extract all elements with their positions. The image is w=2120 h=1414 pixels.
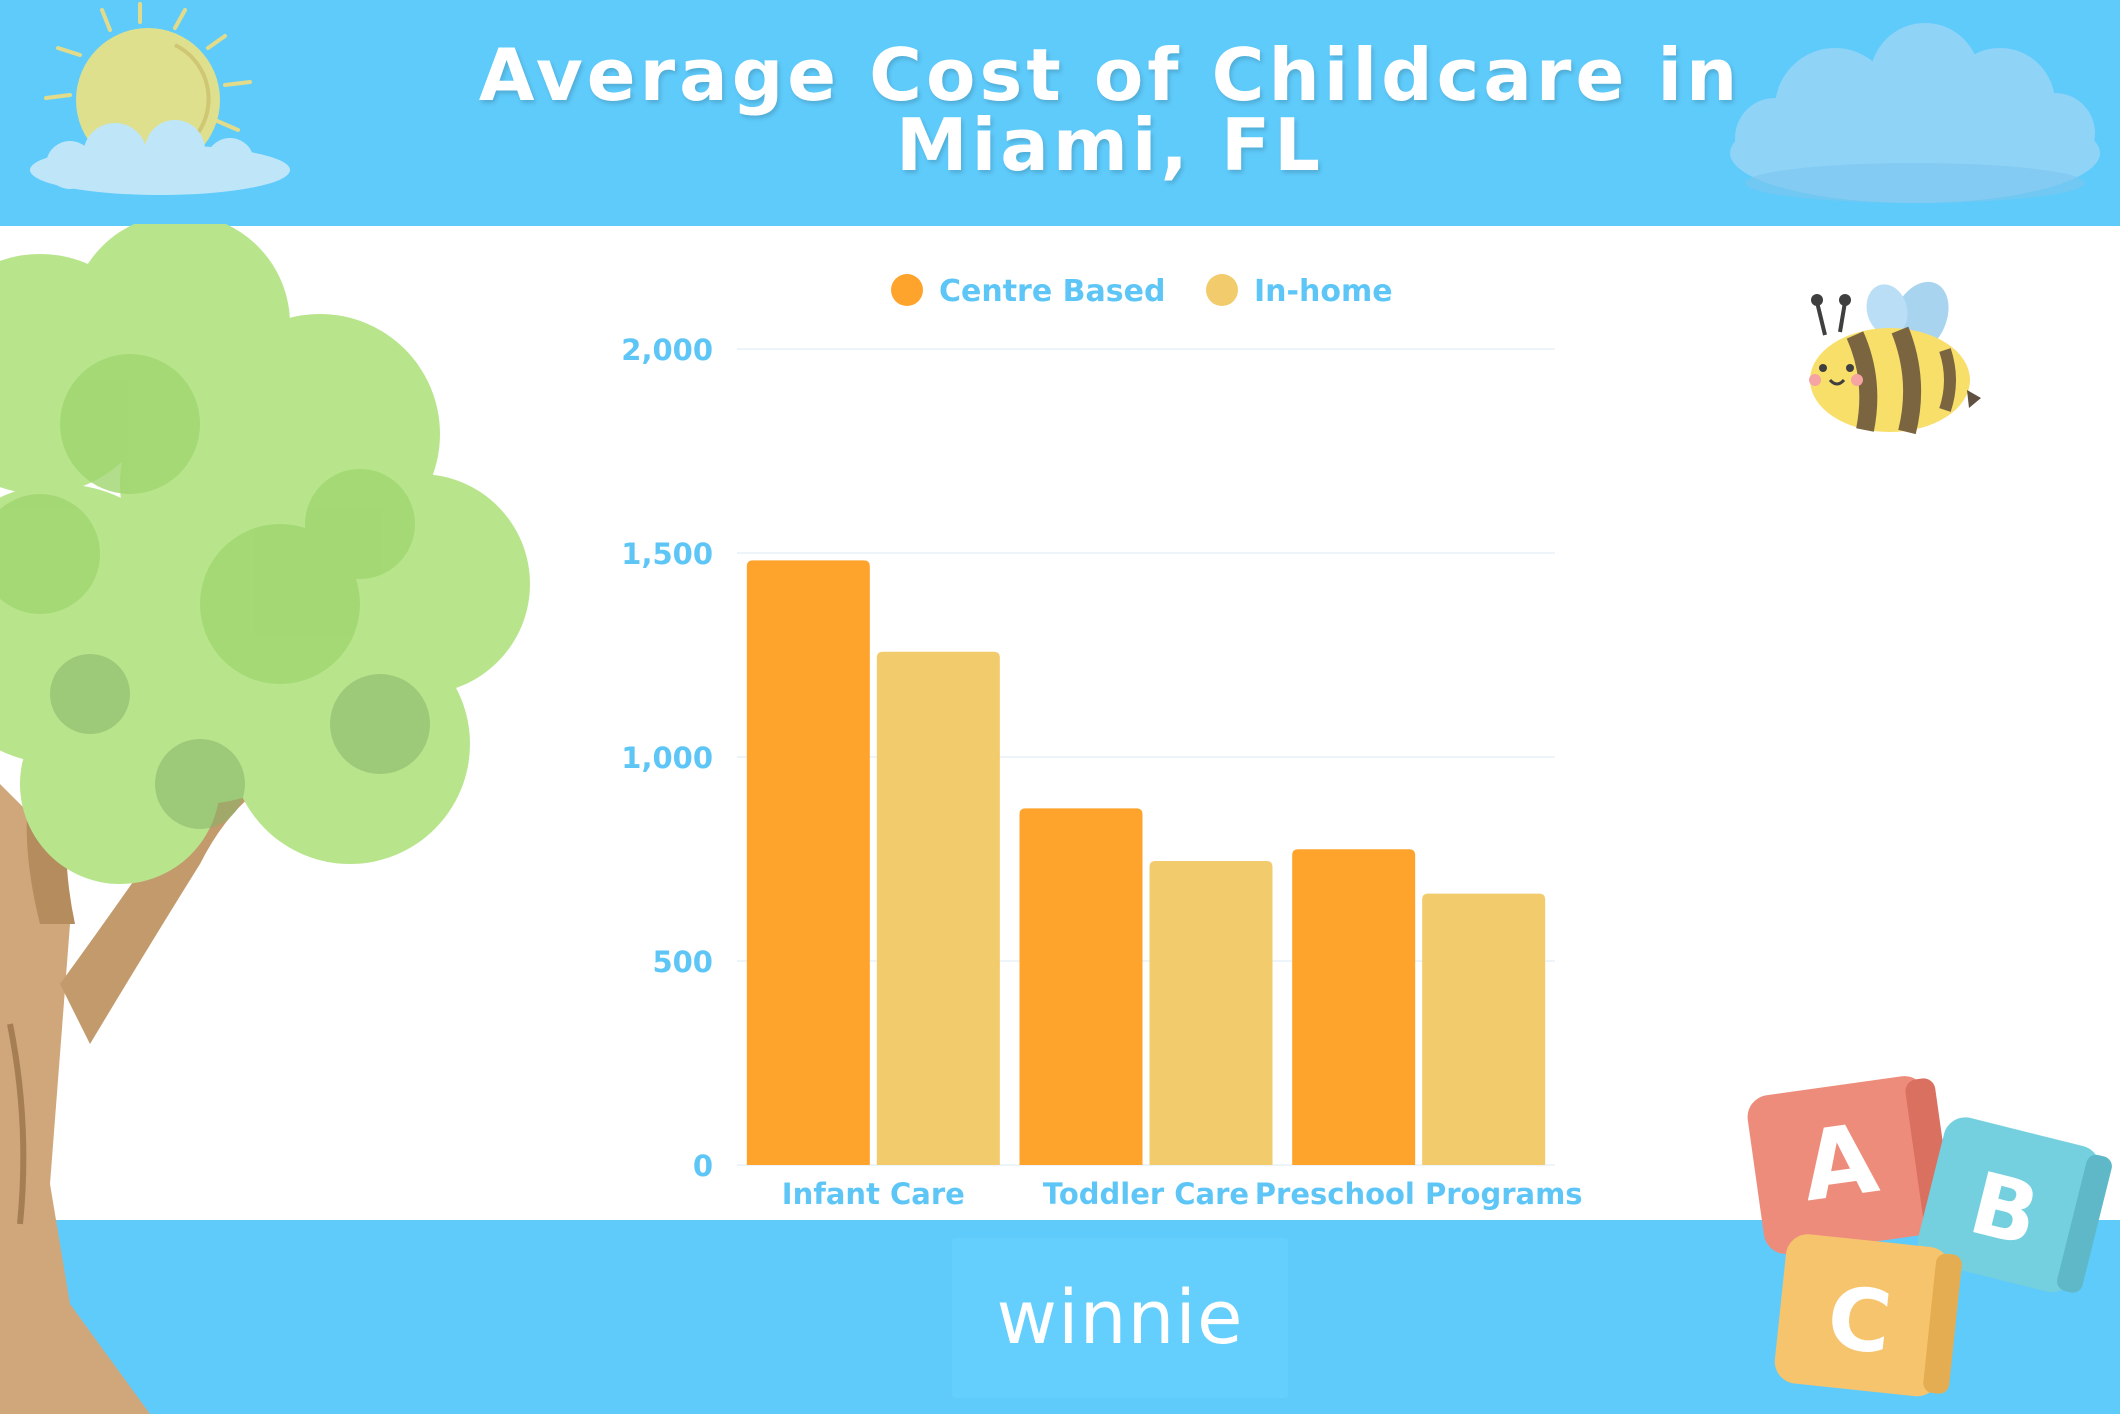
tree-illustration	[0, 224, 530, 1414]
y-tick-label: 1,000	[621, 741, 713, 775]
y-tick-label: 2,000	[621, 333, 713, 367]
brand-logo: winnie	[996, 1275, 1244, 1361]
legend-swatch	[891, 274, 923, 306]
page-title: Average Cost of Childcare in Miami, FL	[478, 33, 1742, 187]
bar-centre-based	[1292, 849, 1416, 1165]
bar-centre-based	[746, 560, 870, 1165]
bar-in-home	[1149, 861, 1273, 1165]
legend-swatch	[1206, 274, 1238, 306]
x-category-label: Infant Care	[782, 1177, 965, 1210]
legend-label: In-home	[1254, 274, 1393, 309]
bar-centre-based	[1019, 808, 1143, 1165]
cloud-icon	[1730, 23, 2100, 203]
y-tick-label: 500	[652, 945, 713, 979]
y-tick-label: 1,500	[621, 537, 713, 571]
bar-in-home	[1422, 893, 1546, 1165]
block-c-letter: C	[1823, 1268, 1896, 1374]
bar-chart: 0 500 1,000 1,500 2,000 Infant Care Toddler Ca…	[621, 274, 1583, 1210]
bar-in-home	[876, 651, 1000, 1165]
legend-label: Centre Based	[939, 274, 1165, 309]
x-category-label: Toddler Care	[1043, 1177, 1249, 1210]
block-a-letter: A	[1795, 1102, 1884, 1223]
x-category-label: Preschool Programs	[1255, 1177, 1583, 1210]
brand-box	[952, 1238, 1288, 1398]
sun-icon	[30, 2, 290, 195]
y-tick-label: 0	[693, 1149, 713, 1183]
abc-blocks-icon: A B C	[1747, 1076, 2112, 1397]
bee-icon	[1809, 281, 1981, 435]
